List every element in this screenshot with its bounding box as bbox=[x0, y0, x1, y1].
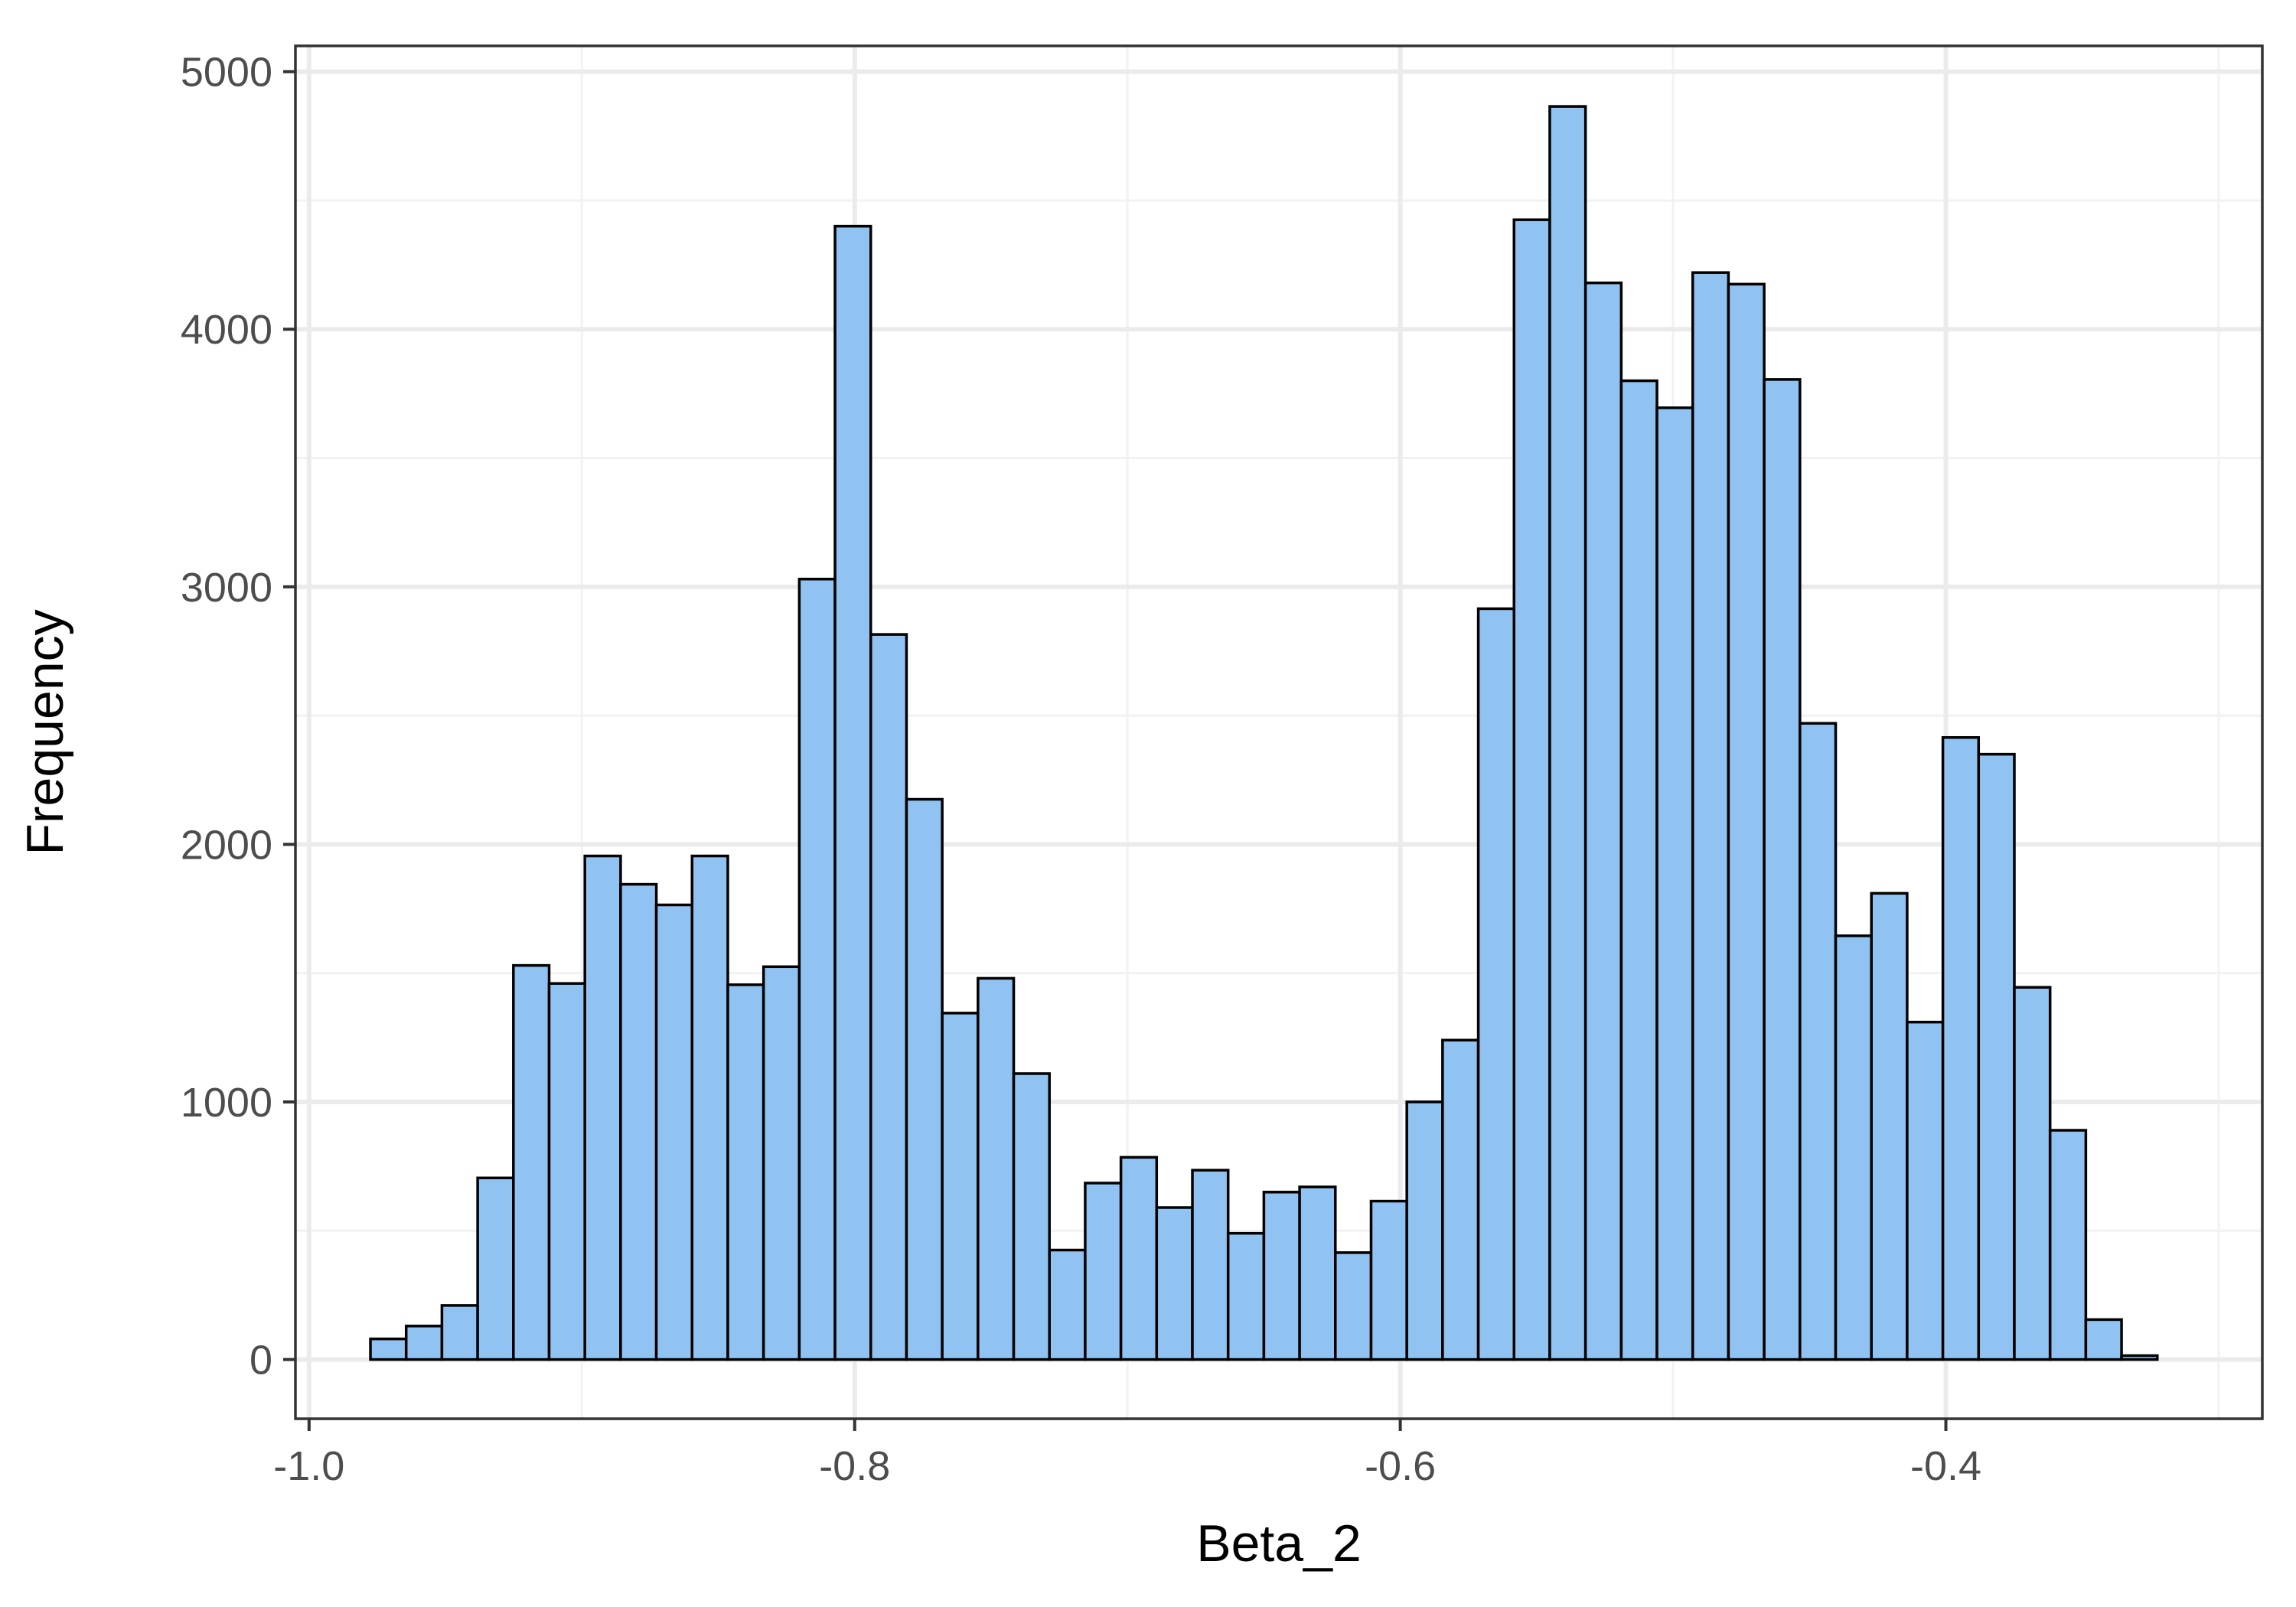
histogram-bar bbox=[1763, 378, 1802, 1361]
y-tick-label: 5000 bbox=[181, 50, 272, 96]
histogram-bar bbox=[1834, 934, 1873, 1361]
histogram-bar bbox=[869, 633, 908, 1361]
histogram-bar bbox=[1476, 607, 1516, 1361]
histogram-bar bbox=[1084, 1182, 1123, 1361]
histogram-bar bbox=[2084, 1318, 2123, 1361]
x-tick-label: -0.4 bbox=[1910, 1443, 1981, 1489]
histogram-bar bbox=[547, 982, 586, 1361]
histogram-bar bbox=[905, 797, 944, 1361]
y-tick-label: 3000 bbox=[181, 565, 272, 611]
histogram-bar bbox=[1548, 105, 1587, 1361]
histogram-bar bbox=[1369, 1199, 1408, 1361]
y-tick-label: 0 bbox=[249, 1338, 272, 1384]
histogram-bar bbox=[1941, 735, 1981, 1361]
histogram-bar bbox=[1691, 271, 1730, 1361]
histogram-bar bbox=[977, 976, 1016, 1361]
histogram-bar bbox=[690, 854, 729, 1361]
histogram-bar bbox=[941, 1012, 980, 1361]
histogram-bar bbox=[2048, 1129, 2088, 1361]
x-tick-label: -1.0 bbox=[273, 1443, 344, 1489]
histogram-bar bbox=[1012, 1072, 1051, 1361]
axis-ticks bbox=[283, 70, 1948, 1431]
y-tick-label: 2000 bbox=[181, 822, 272, 868]
histogram-bar bbox=[512, 963, 551, 1361]
histogram-bar bbox=[1906, 1020, 1945, 1361]
histogram-bar bbox=[1298, 1185, 1337, 1361]
histogram-bar bbox=[797, 577, 837, 1361]
x-tick-label: -0.8 bbox=[819, 1443, 890, 1489]
histogram-bar bbox=[1441, 1038, 1480, 1361]
histogram-bar bbox=[1155, 1206, 1194, 1361]
histogram-bar bbox=[1334, 1251, 1373, 1361]
histogram-bar bbox=[1870, 892, 1909, 1361]
histogram-bar bbox=[619, 882, 658, 1361]
histogram-bar bbox=[654, 903, 694, 1361]
histogram-bar bbox=[583, 854, 622, 1361]
histogram-bar bbox=[1405, 1100, 1444, 1361]
histogram-bar bbox=[2013, 986, 2052, 1361]
histogram-bar bbox=[1048, 1248, 1087, 1361]
y-tick-label: 1000 bbox=[181, 1080, 272, 1126]
y-axis-title: Frequency bbox=[16, 609, 74, 855]
tick-labels: -1.0 -0.8 -0.6 -0.4 0 1000 2000 3000 4000 5000 bbox=[181, 50, 1981, 1489]
histogram-bar bbox=[1977, 752, 2016, 1361]
x-tick-label: -0.6 bbox=[1365, 1443, 1436, 1489]
histogram-bar bbox=[1512, 218, 1551, 1361]
y-tick-label: 4000 bbox=[181, 307, 272, 353]
histogram-bar bbox=[1655, 406, 1694, 1361]
histogram-bar bbox=[1262, 1191, 1301, 1361]
histogram-bar bbox=[1226, 1231, 1266, 1361]
histogram-bar bbox=[762, 965, 801, 1361]
histogram-bar bbox=[1119, 1156, 1159, 1361]
histogram-bar bbox=[833, 224, 872, 1361]
histogram-bar bbox=[2120, 1354, 2159, 1361]
histogram-bar bbox=[369, 1337, 408, 1361]
histogram-bar bbox=[1583, 281, 1623, 1361]
histogram-bar bbox=[726, 983, 765, 1361]
plot-panel-border bbox=[294, 44, 2264, 1420]
histogram-bar bbox=[1191, 1169, 1230, 1361]
histogram-bar bbox=[1799, 722, 1838, 1361]
x-axis-title: Beta_2 bbox=[1196, 1514, 1362, 1573]
histogram-bar bbox=[1619, 379, 1658, 1361]
histogram-bar bbox=[1727, 282, 1766, 1361]
histogram-bar bbox=[404, 1325, 444, 1361]
histogram-bar bbox=[476, 1176, 515, 1361]
histogram-bars bbox=[369, 105, 2159, 1361]
histogram-bar bbox=[440, 1304, 479, 1361]
